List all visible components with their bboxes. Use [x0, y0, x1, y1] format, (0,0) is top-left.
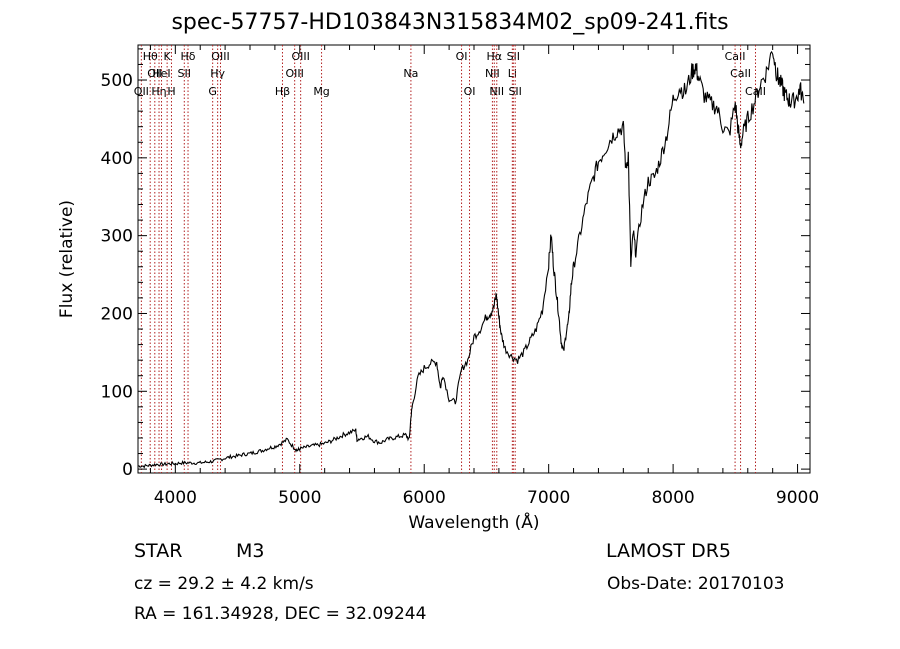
y-tick-label: 0: [122, 460, 133, 480]
x-axis-label: Wavelength (Å): [408, 511, 539, 533]
line-marker-label: G: [208, 85, 217, 98]
x-tick-label: 4000: [154, 488, 197, 508]
x-tick-label: 7000: [527, 488, 570, 508]
line-marker-label: Hβ: [275, 85, 290, 98]
x-tick-label: 8000: [651, 488, 694, 508]
redshift-readout: cz = 29.2 ± 4.2 km/s: [134, 574, 314, 594]
chart-title: spec-57757-HD103843N315834M02_sp09-241.f…: [171, 10, 729, 35]
line-marker-label: HeI: [152, 67, 170, 80]
object-class: STAR: [134, 540, 183, 562]
line-marker-label: SII: [507, 50, 520, 63]
line-marker-label: Hη: [151, 85, 166, 98]
line-marker-label: OI: [464, 85, 476, 98]
line-marker-label: SII: [508, 85, 521, 98]
plot-frame: [137, 44, 811, 474]
obs-date-readout: Obs-Date: 20170103: [607, 574, 785, 594]
line-marker-label: OII: [134, 85, 149, 98]
survey-label: LAMOST DR5: [606, 540, 731, 562]
line-marker-label: Hθ: [143, 50, 158, 63]
line-marker-label: OIII: [285, 67, 303, 80]
line-marker-label: OI: [456, 50, 468, 63]
y-tick-label: 400: [101, 149, 133, 169]
line-marker-label: H: [167, 85, 175, 98]
line-marker-label: Hγ: [210, 67, 225, 80]
y-tick-label: 500: [101, 71, 133, 91]
line-marker-label: Hα: [487, 50, 503, 63]
spectrum-line: [137, 50, 805, 469]
line-marker-label: NII: [485, 67, 500, 80]
line-marker-label: OIII: [211, 50, 229, 63]
x-tick-label: 9000: [776, 488, 819, 508]
line-marker-label: Li: [508, 67, 517, 80]
coordinates-readout: RA = 161.34928, DEC = 32.09244: [134, 604, 427, 624]
line-marker-label: Na: [403, 67, 418, 80]
line-marker-label: SII: [178, 67, 191, 80]
object-subclass: M3: [236, 540, 265, 562]
line-marker-label: K: [164, 50, 172, 63]
line-marker-label: OIII: [291, 50, 309, 63]
y-tick-label: 100: [101, 382, 133, 402]
y-tick-label: 300: [101, 227, 133, 247]
line-marker-label: CaII: [730, 67, 751, 80]
line-marker-label: Mg: [313, 85, 329, 98]
line-marker-label: CaII: [725, 50, 746, 63]
x-tick-label: 6000: [403, 488, 446, 508]
y-tick-label: 200: [101, 304, 133, 324]
y-axis-label: Flux (relative): [57, 200, 77, 318]
line-marker-label: NII: [489, 85, 504, 98]
x-tick-label: 5000: [278, 488, 321, 508]
line-marker-label: Hδ: [181, 50, 196, 63]
